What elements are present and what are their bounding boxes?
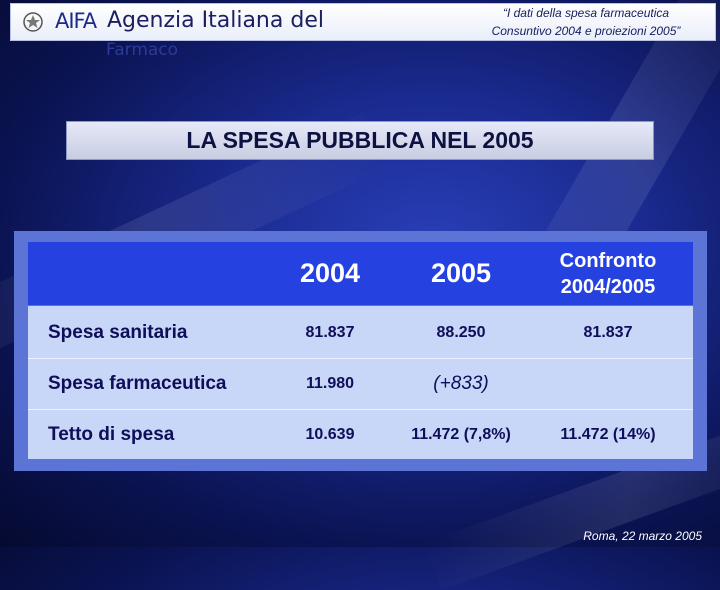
cell-confronto: 81.837: [583, 324, 633, 341]
cell-2005: 11.472 (7,8%): [411, 426, 511, 443]
table-row: Spesa farmaceutica 11.980 (+833): [28, 359, 693, 410]
table-header-row: 2004 2005 Confronto 2004/2005: [28, 242, 693, 305]
organization-name-overflow: Farmaco: [106, 40, 179, 60]
spending-table: 2004 2005 Confronto 2004/2005 Spesa sani…: [14, 231, 707, 471]
cell-2004: 10.639: [305, 426, 355, 443]
column-header-confronto-line-2: 2004/2005: [560, 276, 656, 298]
document-title-line-2: Consuntivo 2004 e proiezioni 2005”: [491, 24, 681, 38]
cell-2004: 81.837: [305, 324, 355, 341]
cell-2004: 11.980: [305, 375, 355, 392]
document-title-line-1: “I dati della spesa farmaceutica: [502, 6, 670, 20]
slide-header-bar: AIFA Agenzia Italiana del “I dati della …: [10, 3, 716, 41]
cell-confronto: [543, 359, 673, 409]
column-header-confronto-line-1: Confronto: [559, 250, 657, 272]
column-header-confronto: Confronto 2004/2005: [543, 248, 673, 300]
organization-name: Agenzia Italiana del: [107, 8, 324, 33]
cell-2005: (+833): [433, 373, 489, 394]
cell-confronto: 11.472 (14%): [560, 426, 656, 443]
table-body: Spesa sanitaria 81.837 88.250 81.837 Spe…: [28, 306, 693, 459]
section-title: LA SPESA PUBBLICA NEL 2005: [66, 121, 654, 160]
italian-emblem-icon: [23, 12, 43, 32]
cell-2005: 88.250: [436, 324, 486, 341]
aifa-logo: AIFA: [55, 9, 97, 33]
document-title: “I dati della spesa farmaceutica Consunt…: [451, 4, 720, 40]
column-header-2004: 2004: [299, 258, 361, 288]
row-label: Spesa sanitaria: [48, 322, 188, 343]
row-label: Spesa farmaceutica: [48, 373, 227, 394]
footer-date: Roma, 22 marzo 2005: [583, 529, 702, 543]
table-row: Tetto di spesa 10.639 11.472 (7,8%) 11.4…: [28, 410, 693, 460]
table-row: Spesa sanitaria 81.837 88.250 81.837: [28, 308, 693, 359]
column-header-2005: 2005: [430, 258, 492, 288]
row-label: Tetto di spesa: [48, 424, 175, 445]
